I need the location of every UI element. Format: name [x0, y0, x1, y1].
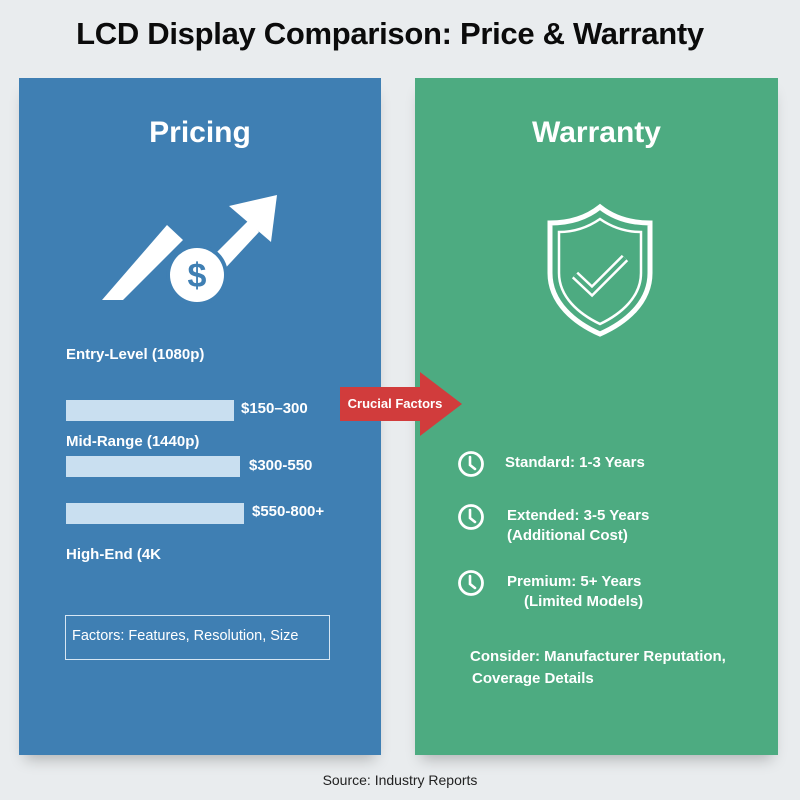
- tier-label-mid: Mid-Range (1440p): [66, 433, 200, 450]
- page-title: LCD Display Comparison: Price & Warranty: [76, 16, 704, 51]
- warranty-item-standard: Standard: 1-3 Years: [457, 451, 645, 478]
- clock-icon: [458, 504, 484, 530]
- right-arrow-icon: [340, 372, 462, 436]
- price-bar-mid: [66, 456, 240, 477]
- warranty-standard-label: Standard: 1-3 Years: [505, 454, 645, 471]
- consider-line-2: Coverage Details: [472, 670, 594, 687]
- dollar-growth-arrow-icon: $: [102, 195, 277, 306]
- tier-label-entry: Entry-Level (1080p): [66, 346, 205, 363]
- tier-label-high: High-End (4K: [66, 546, 161, 563]
- price-value-high: $550-800+: [252, 503, 325, 520]
- warranty-panel: Warranty Standard: 1-3 Years Extended: 3…: [415, 78, 778, 755]
- price-value-entry: $150–300: [241, 400, 308, 417]
- warranty-extended-label: Extended: 3-5 Years: [507, 507, 650, 524]
- warranty-item-premium: Premium: 5+ Years (Limited Models): [457, 570, 644, 612]
- warranty-heading: Warranty: [532, 116, 661, 149]
- warranty-premium-note: (Limited Models): [524, 593, 644, 610]
- pricing-heading: Pricing: [149, 116, 251, 149]
- warranty-premium-label: Premium: 5+ Years: [507, 573, 642, 590]
- source-caption: Source: Industry Reports: [322, 772, 478, 788]
- price-value-mid: $300-550: [249, 457, 313, 474]
- warranty-item-extended: Extended: 3-5 Years (Additional Cost): [457, 504, 650, 546]
- clock-icon: [458, 570, 484, 596]
- warranty-extended-note: (Additional Cost): [507, 527, 628, 544]
- price-bar-high: [66, 503, 244, 524]
- price-bar-entry: [66, 400, 234, 421]
- crucial-factors-label: Crucial Factors: [347, 396, 443, 411]
- svg-text:$: $: [188, 257, 207, 295]
- shield-check-icon: [547, 203, 653, 337]
- clock-icon: [458, 451, 484, 477]
- pricing-panel: Pricing $ Entry-Level (1080p) $150–300 M…: [19, 78, 381, 755]
- factors-box: Factors: Features, Resolution, Size: [65, 615, 330, 660]
- consider-line-1: Consider: Manufacturer Reputation,: [470, 648, 726, 665]
- consider-note: Consider: Manufacturer Reputation, Cover…: [470, 646, 726, 690]
